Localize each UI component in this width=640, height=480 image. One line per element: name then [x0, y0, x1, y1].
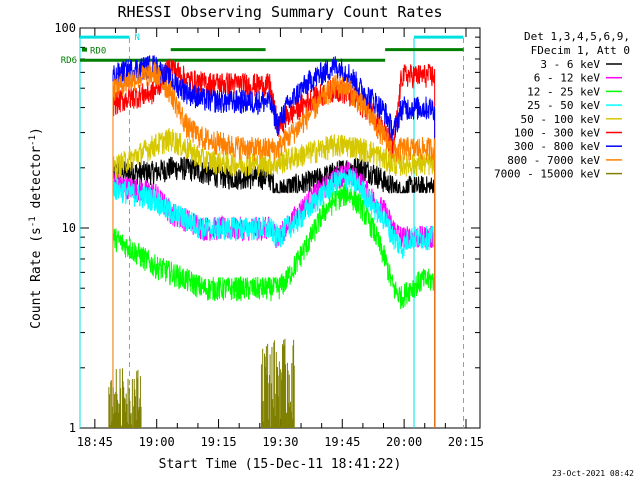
x-tick-label: 18:45: [77, 435, 113, 449]
legend-entry: 100 - 300 keV: [514, 127, 600, 140]
legend-entry: 300 - 800 keV: [514, 140, 600, 153]
legend-entry: 800 - 7000 keV: [507, 154, 600, 167]
series-line: [112, 61, 436, 428]
series-50-100-kev: [112, 127, 436, 428]
flag-label-n: N: [134, 33, 139, 43]
y-tick-label: 10: [62, 221, 76, 235]
x-tick-label: 19:30: [262, 435, 298, 449]
legend-header: FDecim 1, Att 0: [531, 44, 630, 57]
timestamp-label: 23-Oct-2021 08:42: [552, 469, 634, 478]
legend: Det 1,3,4,5,6,9,FDecim 1, Att 03 - 6 keV…: [494, 30, 630, 181]
series-12-25-kev: [112, 183, 436, 428]
series-3-6-kev: [112, 156, 436, 428]
series-7000-15000-kev: [108, 338, 295, 428]
x-tick-label: 20:15: [448, 435, 484, 449]
legend-entry: 3 - 6 keV: [540, 58, 600, 71]
series-line: [112, 168, 436, 428]
y-tick-label: 100: [54, 21, 76, 35]
flag-label-rd6: RD6: [61, 56, 77, 66]
legend-header: Det 1,3,4,5,6,9,: [524, 30, 630, 43]
series-25-50-kev: [112, 168, 436, 428]
y-axis-label-part: -1: [28, 135, 38, 146]
series-group: [108, 55, 436, 428]
y-axis-label-part: detector: [29, 146, 44, 217]
legend-entry: 50 - 100 keV: [521, 113, 601, 126]
legend-entry: 6 - 12 keV: [534, 72, 601, 85]
x-tick-label: 19:00: [139, 435, 175, 449]
y-axis-label-part: Count Rate (s: [29, 227, 44, 329]
x-tick-label: 19:45: [324, 435, 360, 449]
y-tick-label: 1: [69, 421, 76, 435]
axis-labels: 1 10 100 18:45 19:00 19:15 19:30 19:45 20:00 20:1…: [54, 21, 484, 449]
x-tick-label: 20:00: [386, 435, 422, 449]
series-line: [112, 127, 436, 428]
series-line: [112, 156, 436, 428]
legend-entry: 25 - 50 keV: [527, 99, 600, 112]
series-800-7000-kev: [112, 61, 436, 428]
chart-title: RHESSI Observing Summary Count Rates: [117, 3, 442, 21]
series-300-800-kev: [112, 55, 436, 428]
flag-label-rd0: RD0: [90, 47, 106, 57]
legend-entry: 12 - 25 keV: [527, 85, 600, 98]
series-line: [112, 55, 436, 428]
legend-entry: 7000 - 15000 keV: [494, 168, 600, 181]
flag-marker-rd0: [82, 47, 87, 52]
y-axis-label-part: -1: [28, 216, 38, 227]
x-axis-label: Start Time (15-Dec-11 18:41:22): [159, 457, 402, 472]
series-line: [112, 183, 436, 428]
y-axis-label-part: ): [29, 127, 44, 135]
y-axis-label: Count Rate (s-1 detector-1): [28, 127, 44, 329]
x-tick-label: 19:15: [200, 435, 236, 449]
